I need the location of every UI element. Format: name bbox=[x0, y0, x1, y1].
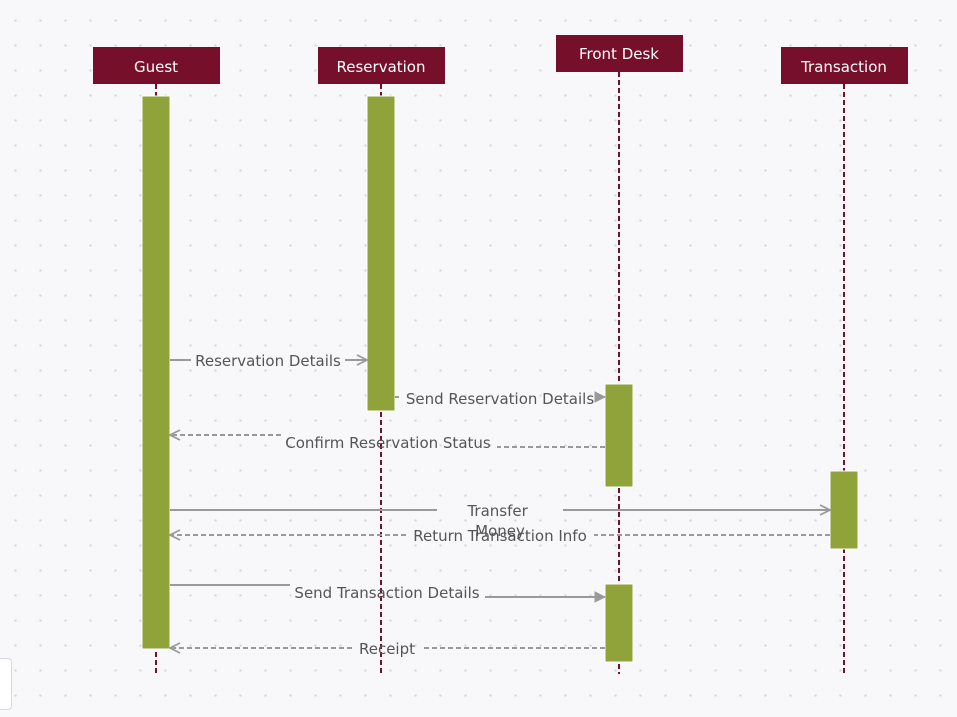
participant-label: Front Desk bbox=[579, 45, 659, 63]
message-label: Transfer Money bbox=[466, 502, 532, 540]
participant-box bbox=[318, 47, 445, 84]
participant-label: Guest bbox=[134, 58, 178, 76]
messages: Reservation Details Send Reservation Det… bbox=[170, 352, 830, 658]
message-label: Send Reservation Details bbox=[406, 390, 594, 408]
message-label: Receipt bbox=[359, 640, 415, 658]
message-return-transaction-info[interactable]: Return Transaction Info bbox=[170, 527, 830, 545]
activation-bars bbox=[141, 95, 859, 663]
side-panel-edge bbox=[0, 658, 12, 710]
message-label-line: Money bbox=[475, 522, 525, 540]
message-reservation-details[interactable]: Reservation Details bbox=[170, 352, 367, 370]
message-send-reservation-details[interactable]: Send Reservation Details bbox=[395, 390, 605, 408]
message-label: Return Transaction Info bbox=[413, 527, 587, 545]
activation-front-desk-1 bbox=[604, 383, 634, 488]
participant-box bbox=[556, 35, 683, 72]
message-label-line: Transfer bbox=[466, 502, 528, 520]
participant-transaction[interactable]: Transaction bbox=[781, 47, 908, 84]
activation-front-desk-2 bbox=[604, 583, 634, 663]
message-receipt[interactable]: Receipt bbox=[170, 640, 605, 658]
message-label: Send Transaction Details bbox=[294, 584, 479, 602]
message-send-transaction-details[interactable]: Send Transaction Details bbox=[170, 584, 605, 602]
participant-front-desk[interactable]: Front Desk bbox=[556, 35, 683, 72]
participant-guest[interactable]: Guest bbox=[93, 47, 220, 84]
message-label: Confirm Reservation Status bbox=[285, 434, 491, 452]
participant-reservation[interactable]: Reservation bbox=[318, 47, 445, 84]
message-confirm-reservation-status[interactable]: Confirm Reservation Status bbox=[170, 434, 605, 452]
participant-label: Transaction bbox=[800, 58, 887, 76]
participant-label: Reservation bbox=[337, 58, 426, 76]
participant-headers: Guest Reservation Front Desk Transaction bbox=[93, 35, 908, 84]
activation-transaction bbox=[829, 470, 859, 550]
activation-reservation bbox=[366, 95, 396, 412]
message-label: Reservation Details bbox=[195, 352, 341, 370]
lifelines bbox=[155, 72, 845, 674]
activation-guest bbox=[141, 95, 171, 650]
participant-box bbox=[93, 47, 220, 84]
message-transfer-money[interactable]: Transfer Money bbox=[170, 502, 830, 540]
participant-box bbox=[781, 47, 908, 84]
